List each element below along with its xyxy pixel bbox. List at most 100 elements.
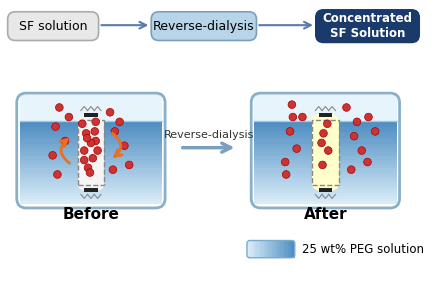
Bar <box>254 165 396 168</box>
Text: Concentrated
SF Solution: Concentrated SF Solution <box>323 12 413 40</box>
FancyBboxPatch shape <box>151 12 257 40</box>
Bar <box>20 137 162 141</box>
Bar <box>84 114 98 117</box>
Bar <box>268 241 271 258</box>
Bar <box>20 198 162 201</box>
Bar <box>254 179 396 182</box>
Circle shape <box>353 118 361 126</box>
Bar <box>250 241 252 258</box>
Circle shape <box>288 101 296 108</box>
Bar <box>254 187 396 190</box>
Text: Reverse-dialysis: Reverse-dialysis <box>153 20 254 33</box>
Bar <box>254 95 396 121</box>
Bar <box>261 241 264 258</box>
Bar <box>290 241 293 258</box>
Circle shape <box>289 113 297 121</box>
Bar <box>264 241 267 258</box>
Bar <box>20 157 162 160</box>
Bar <box>254 173 396 176</box>
Circle shape <box>320 130 327 137</box>
Circle shape <box>109 166 117 174</box>
Bar <box>247 241 250 258</box>
Bar <box>254 241 257 258</box>
Text: Reverse-dialysis: Reverse-dialysis <box>164 130 254 140</box>
Circle shape <box>343 104 350 111</box>
Circle shape <box>358 147 366 154</box>
Bar <box>254 124 396 127</box>
Bar <box>312 120 339 185</box>
Bar <box>266 241 269 258</box>
Bar <box>254 157 396 160</box>
Circle shape <box>89 154 97 162</box>
Bar <box>20 168 162 171</box>
Bar <box>254 168 396 171</box>
Bar <box>254 201 396 204</box>
Bar <box>20 187 162 190</box>
Bar <box>278 241 281 258</box>
Circle shape <box>111 128 119 135</box>
Text: SF solution: SF solution <box>19 20 87 33</box>
Bar <box>20 151 162 155</box>
Text: After: After <box>304 207 347 222</box>
Bar <box>20 182 162 185</box>
Bar <box>280 241 283 258</box>
Bar <box>20 132 162 135</box>
Circle shape <box>116 118 124 126</box>
Bar <box>20 129 162 132</box>
Bar <box>319 114 332 117</box>
Circle shape <box>80 147 88 154</box>
Bar <box>285 241 288 258</box>
Bar <box>20 143 162 146</box>
Circle shape <box>347 166 355 174</box>
Bar <box>20 160 162 163</box>
Bar <box>252 241 254 258</box>
Bar <box>319 188 332 192</box>
Circle shape <box>121 142 128 149</box>
Bar <box>254 182 396 185</box>
Ellipse shape <box>312 178 339 192</box>
Bar <box>254 126 396 130</box>
Bar <box>84 188 98 192</box>
Bar <box>20 173 162 176</box>
Circle shape <box>106 108 114 116</box>
Bar <box>78 120 104 185</box>
Bar <box>20 201 162 204</box>
Ellipse shape <box>78 113 104 127</box>
Bar <box>254 132 396 135</box>
Bar <box>283 241 286 258</box>
Circle shape <box>350 132 358 140</box>
Circle shape <box>286 128 294 135</box>
Bar <box>254 151 396 155</box>
Circle shape <box>86 169 94 176</box>
Bar <box>20 179 162 182</box>
Bar <box>259 241 262 258</box>
Circle shape <box>92 118 99 126</box>
Circle shape <box>92 137 99 145</box>
Bar <box>20 135 162 138</box>
Circle shape <box>364 158 371 166</box>
Bar <box>254 198 396 201</box>
Circle shape <box>65 113 73 121</box>
Circle shape <box>91 128 99 135</box>
Circle shape <box>94 147 101 154</box>
Bar <box>271 241 274 258</box>
Bar <box>20 149 162 152</box>
Bar <box>20 176 162 179</box>
Text: 25 wt% PEG solution: 25 wt% PEG solution <box>302 243 424 256</box>
Circle shape <box>87 139 95 147</box>
Bar <box>254 121 396 124</box>
Bar <box>20 126 162 130</box>
Bar <box>273 241 276 258</box>
Circle shape <box>371 128 379 135</box>
Bar <box>254 176 396 179</box>
Circle shape <box>49 151 56 159</box>
Circle shape <box>83 134 91 142</box>
Circle shape <box>56 104 63 111</box>
Bar <box>254 162 396 166</box>
Circle shape <box>318 139 325 147</box>
Bar <box>20 195 162 199</box>
Bar <box>20 140 162 144</box>
Bar <box>293 241 295 258</box>
Bar <box>312 120 339 185</box>
Ellipse shape <box>78 178 104 192</box>
